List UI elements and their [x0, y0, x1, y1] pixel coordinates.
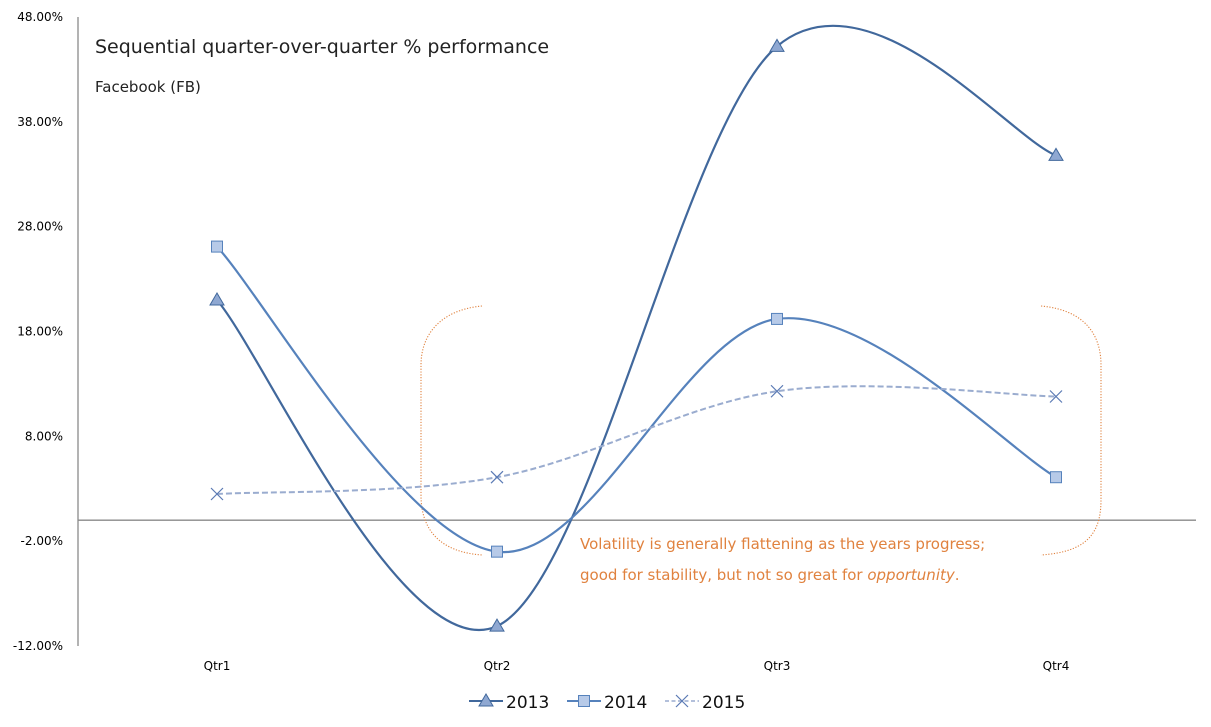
series-markers [209, 38, 1064, 632]
series-line-2013 [216, 24, 1057, 631]
annotation-line-2-prefix: good for stability, but not so great for [580, 566, 867, 584]
annotation-brackets [420, 305, 1102, 556]
y-tick-label: -2.00% [21, 534, 63, 548]
annotation-line-1: Volatility is generally flattening as th… [580, 535, 985, 553]
legend-marker-2014 [578, 695, 590, 707]
legend-label-2014: 2014 [604, 693, 647, 713]
y-tick-label: 48.00% [17, 10, 63, 24]
data-point-2014 [771, 312, 783, 325]
data-point-2015 [770, 384, 784, 398]
legend-label-2013: 2013 [506, 693, 549, 713]
legend: 2013 2014 2015 [469, 693, 745, 713]
y-axis-tick-labels: 48.00% 38.00% 28.00% 18.00% 8.00% -2.00% -12.0… [13, 10, 63, 653]
series-lines [216, 24, 1057, 631]
annotation-left-bracket [420, 305, 483, 556]
data-point-2014 [211, 240, 223, 253]
series-line-2014 [216, 245, 1057, 553]
data-point-2013 [209, 292, 225, 306]
data-point-2015 [1049, 390, 1063, 403]
legend-label-2015: 2015 [702, 693, 745, 713]
x-axis-category-labels: Qtr1 Qtr2 Qtr3 Qtr4 [204, 659, 1070, 673]
chart-subtitle: Facebook (FB) [95, 78, 201, 96]
data-point-2013 [1048, 147, 1064, 161]
y-tick-label: 28.00% [17, 220, 63, 234]
y-tick-label: 38.00% [17, 115, 63, 129]
legend-marker-2015 [675, 694, 689, 708]
y-tick-label: -12.00% [13, 639, 63, 653]
data-point-2013 [489, 618, 505, 632]
data-point-2013 [769, 38, 785, 52]
x-category-label: Qtr3 [764, 659, 791, 673]
annotation-right-bracket [1040, 305, 1102, 556]
data-point-2015 [210, 487, 224, 501]
legend-marker-2013 [478, 693, 494, 707]
x-category-label: Qtr2 [484, 659, 511, 673]
y-tick-label: 8.00% [25, 429, 63, 443]
y-tick-label: 18.00% [17, 325, 63, 339]
data-point-2015 [490, 470, 504, 484]
annotation-line-2-suffix: . [955, 566, 960, 584]
chart-title: Sequential quarter-over-quarter % perfor… [95, 36, 549, 58]
series-line-2015 [216, 385, 1057, 495]
data-point-2014 [1050, 471, 1062, 484]
data-point-2014 [491, 545, 503, 558]
annotation-line-2: good for stability, but not so great for… [580, 566, 960, 584]
annotation-italic-word: opportunity [867, 566, 956, 584]
x-category-label: Qtr1 [204, 659, 231, 673]
x-category-label: Qtr4 [1043, 659, 1070, 673]
